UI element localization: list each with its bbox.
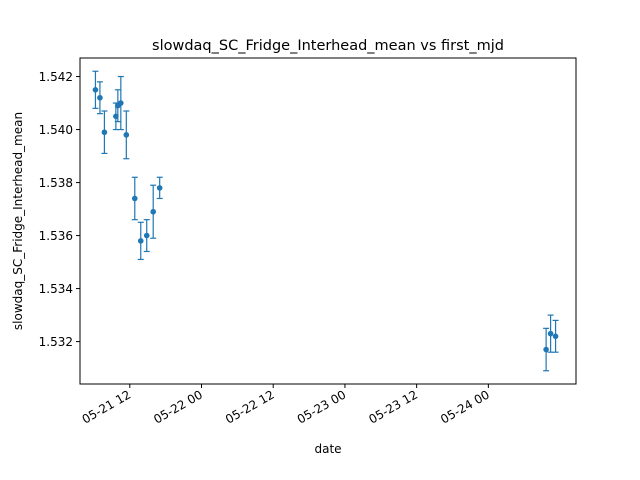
data-point-13 [547, 314, 554, 353]
data-point-12 [543, 327, 550, 372]
data-marker [150, 208, 157, 215]
data-point-9 [143, 219, 150, 253]
data-marker [543, 346, 549, 353]
x-axis: 05-21 12 05-22 00 05-22 12 05-23 00 05-23 12… [80, 384, 492, 427]
data-point-2 [101, 110, 108, 155]
x-tick-label: 05-23 12 [366, 387, 420, 426]
data-marker [137, 238, 144, 244]
y-axis-label: slowdaq_SC_Fridge_Interhead_mean [11, 112, 25, 330]
data-point-4 [114, 89, 121, 123]
data-points [92, 70, 559, 372]
data-marker [97, 94, 103, 101]
y-tick-label: 1.542 [39, 70, 73, 84]
data-point-0 [92, 70, 99, 109]
data-point-11 [156, 176, 163, 200]
x-tick-label: 05-21 12 [80, 387, 134, 426]
data-marker [123, 132, 130, 138]
data-marker [131, 195, 138, 202]
y-tick-label: 1.534 [39, 282, 73, 296]
data-marker [552, 333, 559, 340]
data-marker [118, 100, 124, 106]
x-tick-label: 05-22 00 [151, 387, 205, 426]
data-marker [92, 87, 99, 93]
data-marker [156, 185, 163, 191]
data-marker [101, 129, 108, 136]
y-axis: 1.532 1.534 1.536 1.538 1.540 1.542 [39, 70, 80, 349]
y-tick-label: 1.538 [39, 176, 73, 190]
data-point-14 [552, 319, 559, 353]
data-point-10 [150, 184, 157, 239]
data-point-8 [137, 221, 144, 261]
data-point-6 [123, 110, 130, 160]
plot-area-frame [79, 57, 577, 385]
data-marker [547, 330, 554, 337]
x-tick-label: 05-22 12 [223, 387, 277, 426]
data-point-5 [117, 75, 124, 131]
data-marker [143, 232, 150, 239]
data-point-7 [131, 176, 138, 221]
chart-title: slowdaq_SC_Fridge_Interhead_mean vs firs… [152, 38, 504, 54]
y-tick-label: 1.540 [39, 123, 73, 137]
x-tick-label: 05-23 00 [295, 387, 349, 426]
data-point-1 [96, 81, 103, 115]
x-tick-label: 05-24 00 [438, 387, 492, 426]
y-tick-label: 1.536 [39, 229, 73, 243]
y-tick-label: 1.532 [39, 335, 73, 349]
x-axis-label: date [314, 442, 341, 456]
